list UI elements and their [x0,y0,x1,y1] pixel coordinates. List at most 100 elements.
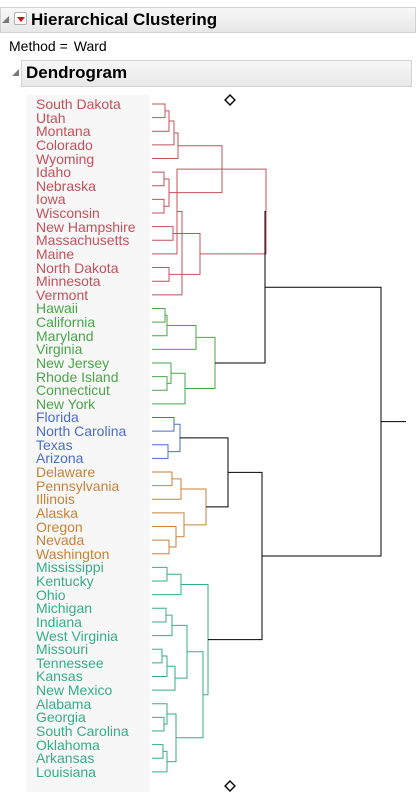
cluster-merge-link [152,267,170,282]
cluster-merge-link [152,665,176,691]
leaf-label[interactable]: Idaho [36,164,72,181]
leaf-label[interactable]: Massachusetts [36,232,130,249]
leaf-label[interactable]: Nebraska [36,177,96,194]
leaf-label[interactable]: Wyoming [36,150,95,167]
report-title: Hierarchical Clustering [31,10,218,29]
leaf-label[interactable]: Illinois [36,491,75,508]
diamond-handle-icon[interactable] [224,780,236,792]
leaf-label[interactable]: Missouri [36,641,89,658]
leaf-label[interactable]: Hawaii [36,300,79,317]
leaf-label[interactable]: New Mexico [36,682,113,699]
cluster-merge-link [152,211,183,296]
leaf-label[interactable]: Louisiana [36,763,96,780]
leaf-label[interactable]: Minnesota [36,273,101,290]
cluster-merge-link [181,488,207,526]
leaf-label[interactable]: Ohio [36,586,66,603]
cluster-merge-link [152,362,172,384]
leaf-label[interactable]: Nevada [36,532,85,549]
leaf-label[interactable]: Indiana [36,613,82,630]
cluster-merge-link [172,624,188,679]
cluster-merge-link [152,168,222,255]
cluster-merge-link [152,526,177,548]
hierarchical-clustering-header [0,7,416,33]
leaf-label[interactable]: Connecticut [36,382,110,399]
leaf-label[interactable]: Alaska [36,504,79,521]
leaf-label[interactable]: Washington [36,545,110,562]
leaf-label[interactable]: Virginia [36,341,83,358]
cluster-merge-link [152,539,170,555]
cluster-merge-link [152,478,182,500]
leaf-label[interactable]: California [36,314,96,331]
cluster-merge-link [152,716,165,732]
leaf-label[interactable]: Iowa [36,191,66,208]
leaf-label[interactable]: Oregon [36,518,83,535]
cluster-merge-link [152,744,164,759]
cluster-merge-link [152,226,174,241]
cluster-merge-link [152,171,165,187]
leaf-label[interactable]: Alabama [36,695,92,712]
leaf-label[interactable]: New Jersey [36,354,110,371]
leaf-label[interactable]: Rhode Island [36,368,119,385]
cluster-merge-link [152,614,173,637]
red-triangle-menu-icon[interactable] [14,12,27,25]
leaf-label[interactable]: Tennessee [36,654,104,671]
cluster-merge-link [152,607,167,623]
leaf-label[interactable]: New Hampshire [36,218,136,235]
cluster-merge-link [152,110,170,132]
cluster-merge-link [200,168,267,255]
leaf-label[interactable]: Georgia [36,709,86,726]
leaf-label[interactable]: New York [36,395,96,412]
leaf-label[interactable]: West Virginia [36,627,118,644]
leaf-label[interactable]: Arizona [36,450,84,467]
leaf-label[interactable]: Montana [36,123,91,140]
leaf-label[interactable]: South Carolina [36,722,129,739]
cluster-merge-link [152,324,197,350]
leaf-label[interactable]: Wisconsin [36,205,100,222]
cluster-merge-link [152,103,166,119]
method-label: Method = [9,38,68,54]
leaf-label[interactable]: Colorado [36,136,93,153]
leaf-label[interactable]: Pennsylvania [36,477,120,494]
cluster-merge-link [152,703,168,725]
leaf-label[interactable]: Maryland [36,327,94,344]
dendrogram-title: Dendrogram [26,63,128,82]
cluster-merge-link [152,512,185,538]
leaf-label[interactable]: Vermont [36,286,89,303]
cluster-merge-link [185,336,216,390]
leaf-label[interactable]: Mississippi [36,559,104,576]
trunk-merge-link [215,211,266,364]
disclosure-icon[interactable] [2,16,9,23]
method-value: Ward [73,38,107,54]
diamond-handle-icon[interactable] [224,94,236,106]
leaf-label[interactable]: Kansas [36,668,83,685]
leaf-label[interactable]: Florida [36,409,79,426]
leaf-label[interactable]: Utah [36,109,66,126]
leaf-label[interactable]: North Carolina [36,423,127,440]
leaf-label-panel [26,95,150,792]
cluster-merge-link [152,198,165,214]
leaf-label[interactable]: Kentucky [36,573,94,590]
leaf-label[interactable]: Delaware [36,464,96,480]
dendrogram-disclosure-icon[interactable] [12,69,19,76]
leaf-label[interactable]: Texas [36,436,73,453]
leaf-label[interactable]: South Dakota [36,96,121,112]
leaf-label[interactable]: Michigan [36,600,93,617]
leaf-label[interactable]: North Dakota [36,259,119,276]
cluster-merge-link [176,651,204,739]
trunk-merge-link [208,471,263,641]
cluster-merge-link [152,376,168,391]
cluster-merge-link [152,416,175,432]
trunk-merge-link [262,286,382,557]
leaf-label[interactable]: Maine [36,245,75,262]
cluster-merge-link [152,444,169,459]
method-line: Method = Ward [9,38,107,54]
cluster-merge-link [152,648,163,664]
trunk-merge-link [180,437,229,508]
cluster-merge-link [152,307,166,323]
cluster-merge-link [152,750,168,773]
leaf-label[interactable]: Oklahoma [36,736,100,753]
leaf-label[interactable]: Arkansas [36,750,95,767]
cluster-merge-link [164,178,170,207]
cluster-merge-link [167,713,177,763]
